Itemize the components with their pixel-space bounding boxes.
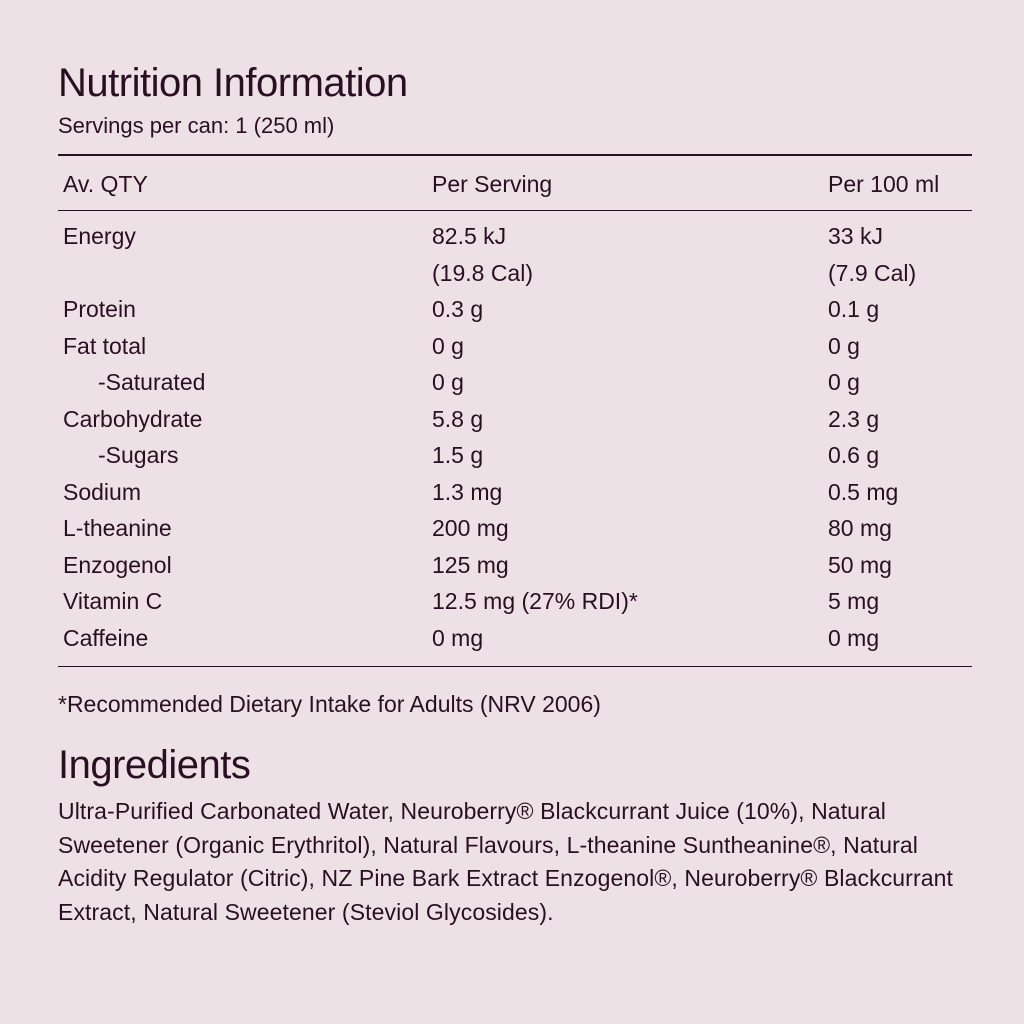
per-100ml-value: 50 mg xyxy=(828,551,892,578)
nutrition-title: Nutrition Information xyxy=(58,61,408,105)
nutrient-name: Energy xyxy=(63,223,136,249)
ingredients-title: Ingredients xyxy=(58,743,251,787)
table-row-fat-total: Fat total 0 g 0 g xyxy=(58,328,972,365)
per-100ml-value: 33 kJ (7.9 Cal) xyxy=(828,222,916,287)
per-serving-value: 1.3 mg xyxy=(432,478,503,505)
per-serving-kj: 82.5 kJ xyxy=(432,223,507,249)
per-serving-value: 0 mg xyxy=(432,624,484,651)
per-serving-value: 82.5 kJ (19.8 Cal) xyxy=(432,222,533,287)
per-serving-value: 0.3 g xyxy=(432,296,484,322)
rdi-footnote: *Recommended Dietary Intake for Adults (… xyxy=(58,691,601,717)
nutrient-name: Caffeine xyxy=(63,624,149,651)
nutrient-name: Carbohydrate xyxy=(63,405,203,432)
header-per-100ml: Per 100 ml xyxy=(828,171,940,197)
table-row-carbohydrate: Carbohydrate 5.8 g 2.3 g xyxy=(58,401,972,438)
per-100ml-value: 0.1 g xyxy=(828,296,880,322)
nutrient-name: Fat total xyxy=(63,332,147,359)
nutrient-name: L-theanine xyxy=(63,515,172,541)
ingredients-list: Ultra-Purified Carbonated Water, Neurobe… xyxy=(58,798,953,925)
nutrient-name: -Saturated xyxy=(98,369,206,395)
per-100ml-value: 2.3 g xyxy=(828,405,880,432)
table-row-caffeine: Caffeine 0 mg 0 mg xyxy=(58,620,972,657)
header-per-serving: Per Serving xyxy=(432,171,553,197)
per-100ml-value: 0.5 mg xyxy=(828,478,899,505)
nutrient-name: Vitamin C xyxy=(63,588,163,614)
per-serving-value: 200 mg xyxy=(432,515,509,541)
per-serving-cal: (19.8 Cal) xyxy=(432,259,533,286)
per-100ml-kj: 33 kJ xyxy=(828,223,883,249)
nutrition-table: Av. QTY Per Serving Per 100 ml Energy 82… xyxy=(58,154,972,667)
per-serving-value: 0 g xyxy=(432,369,464,395)
per-100ml-cal: (7.9 Cal) xyxy=(828,259,917,286)
per-serving-value: 5.8 g xyxy=(432,405,484,432)
per-100ml-value: 80 mg xyxy=(828,515,892,541)
per-100ml-value: 0 g xyxy=(828,332,860,359)
table-header: Av. QTY Per Serving Per 100 ml xyxy=(58,156,972,211)
table-row-l-theanine: L-theanine 200 mg 80 mg xyxy=(58,510,972,547)
table-row-vitamin-c: Vitamin C 12.5 mg (27% RDI)* 5 mg xyxy=(58,583,972,620)
table-row-energy: Energy 82.5 kJ (19.8 Cal) 33 kJ (7.9 Cal… xyxy=(58,218,972,291)
table-row-protein: Protein 0.3 g 0.1 g xyxy=(58,291,972,328)
table-body: Energy 82.5 kJ (19.8 Cal) 33 kJ (7.9 Cal… xyxy=(58,211,972,666)
per-serving-value: 12.5 mg (27% RDI)* xyxy=(432,588,638,614)
per-100ml-value: 0 mg xyxy=(828,624,880,651)
nutrient-name: Sodium xyxy=(63,478,141,505)
per-serving-value: 125 mg xyxy=(432,551,509,578)
table-row-sodium: Sodium 1.3 mg 0.5 mg xyxy=(58,474,972,511)
per-serving-value: 0 g xyxy=(432,332,464,359)
table-row-saturated: -Saturated 0 g 0 g xyxy=(58,364,972,401)
per-100ml-value: 0.6 g xyxy=(828,442,880,468)
servings-per-can: Servings per can: 1 (250 ml) xyxy=(58,113,335,138)
nutrient-name: Enzogenol xyxy=(63,551,172,578)
per-serving-value: 1.5 g xyxy=(432,442,484,468)
per-100ml-value: 5 mg xyxy=(828,588,880,614)
nutrient-name: -Sugars xyxy=(98,442,179,468)
header-av-qty: Av. QTY xyxy=(63,171,148,197)
nutrient-name: Protein xyxy=(63,296,136,322)
table-row-sugars: -Sugars 1.5 g 0.6 g xyxy=(58,437,972,474)
table-row-enzogenol: Enzogenol 125 mg 50 mg xyxy=(58,547,972,584)
per-100ml-value: 0 g xyxy=(828,369,860,395)
